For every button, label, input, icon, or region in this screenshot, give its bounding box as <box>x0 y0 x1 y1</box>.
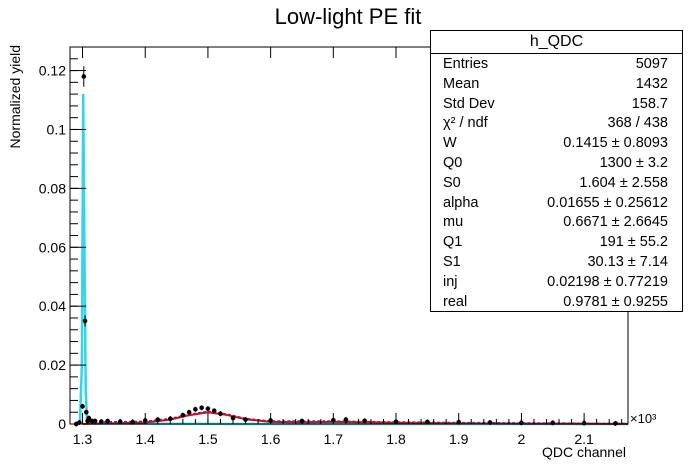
stats-value: 191 ± 55.2 <box>599 234 668 251</box>
x-tick-label: 1.9 <box>449 431 469 447</box>
data-point <box>168 416 173 421</box>
data-point <box>362 418 367 424</box>
x-tick-label: 1.3 <box>73 431 93 447</box>
stats-name: h_QDC <box>431 31 682 54</box>
stats-row: mu 0.6671 ± 2.6645 <box>443 212 668 232</box>
stats-value: 0.01655 ± 0.25612 <box>547 194 668 211</box>
stats-key: Q1 <box>443 234 463 251</box>
stats-row: χ² / ndf 368 / 438 <box>443 113 668 133</box>
stats-value: 158.7 <box>631 95 668 112</box>
stats-row: Mean 1432 <box>443 74 668 94</box>
stats-key: W <box>443 135 457 152</box>
data-point <box>193 406 198 412</box>
stats-row: Q0 1300 ± 3.2 <box>443 153 668 173</box>
stats-key: χ² / ndf <box>443 115 488 132</box>
data-point <box>80 404 85 409</box>
stats-key: mu <box>443 214 464 231</box>
data-point <box>180 412 186 418</box>
data-point <box>84 409 89 415</box>
y-tick-label: 0.04 <box>39 298 66 314</box>
stats-value: 30.13 ± 7.14 <box>587 254 668 270</box>
stats-box: h_QDC Entries 5097 Mean 1432 Std Dev 158.7 χ² … <box>430 30 683 312</box>
stats-key: Entries <box>443 56 489 72</box>
stats-key: real <box>443 293 468 310</box>
data-point <box>82 318 88 324</box>
stats-row: Q1 191 ± 55.2 <box>443 232 668 252</box>
y-tick-label: 0.12 <box>39 63 66 79</box>
data-point <box>218 411 223 416</box>
data-point <box>199 405 204 411</box>
data-point <box>613 421 618 426</box>
data-point <box>86 415 92 421</box>
stats-row: S1 30.13 ± 7.14 <box>443 252 668 272</box>
y-axis-label: Normalized yield <box>7 45 23 148</box>
stats-key: Std Dev <box>443 95 495 112</box>
data-point <box>425 419 430 425</box>
stats-value: 1300 ± 3.2 <box>599 155 668 171</box>
y-tick-label: 0.06 <box>39 239 66 255</box>
stats-value: 0.9781 ± 0.9255 <box>563 293 668 310</box>
x-tick-label: 1.5 <box>198 431 218 447</box>
stats-key: Mean <box>443 75 480 92</box>
stats-value: 5097 <box>635 56 668 72</box>
data-point <box>186 409 192 415</box>
stats-key: alpha <box>443 194 479 211</box>
data-point <box>299 418 305 424</box>
data-point <box>230 415 236 421</box>
chart-title: Low-light PE fit <box>274 4 422 29</box>
x-tick-label: 2 <box>518 431 526 447</box>
stats-value: 1432 <box>635 75 668 92</box>
stats-key: S1 <box>443 254 461 270</box>
data-point <box>205 406 211 411</box>
stats-row: Entries 5097 <box>443 54 668 74</box>
x-axis-label: QDC channel <box>542 444 626 460</box>
stats-value: 0.02198 ± 0.77219 <box>547 273 668 290</box>
x-multiplier-label: ×10³ <box>630 411 657 426</box>
data-point <box>81 74 87 79</box>
stats-row: inj 0.02198 ± 0.77219 <box>443 272 668 292</box>
stats-key: Q0 <box>443 155 463 171</box>
stats-row: alpha 0.01655 ± 0.25612 <box>443 193 668 213</box>
y-tick-label: 0.08 <box>39 180 66 196</box>
stats-value: 368 / 438 <box>607 115 668 132</box>
stats-key: inj <box>443 273 458 290</box>
data-point <box>99 419 104 424</box>
stats-value: 0.6671 ± 2.6645 <box>563 214 668 231</box>
x-tick-label: 1.4 <box>136 431 156 447</box>
x-tick-label: 1.6 <box>261 431 281 447</box>
y-tick-label: 0.02 <box>39 357 66 373</box>
stats-row: real 0.9781 ± 0.9255 <box>443 292 668 312</box>
stats-value: 1.604 ± 2.558 <box>579 174 668 191</box>
stats-value: 0.1415 ± 0.8093 <box>563 135 668 152</box>
stats-row: W 0.1415 ± 0.8093 <box>443 133 668 153</box>
stats-key: S0 <box>443 174 461 191</box>
x-tick-label: 2.1 <box>574 431 594 447</box>
y-tick-label: 0 <box>58 416 66 432</box>
x-tick-label: 1.7 <box>324 431 344 447</box>
data-point <box>211 408 217 414</box>
stats-row: Std Dev 158.7 <box>443 94 668 114</box>
stats-row: S0 1.604 ± 2.558 <box>443 173 668 193</box>
y-tick-label: 0.1 <box>47 121 67 137</box>
x-tick-label: 1.8 <box>386 431 406 447</box>
